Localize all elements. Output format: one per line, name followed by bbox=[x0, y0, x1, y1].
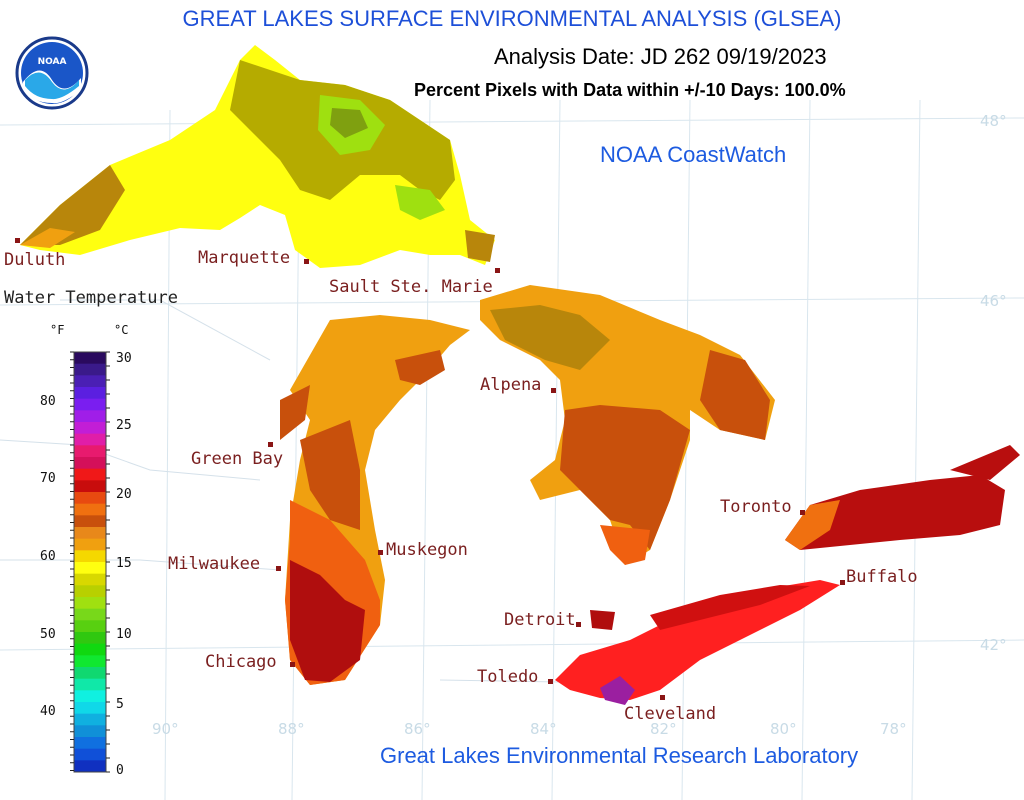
page-title: GREAT LAKES SURFACE ENVIRONMENTAL ANALYS… bbox=[182, 6, 842, 31]
graticule-labels: 48° 46° 42° 90° 88° 86° 84° 82° 80° 78° bbox=[152, 112, 1007, 738]
legend-swatch bbox=[74, 410, 106, 423]
lon-label-90: 90° bbox=[152, 720, 179, 738]
legend-swatch bbox=[74, 422, 106, 435]
legend-swatch bbox=[74, 480, 106, 493]
legend-swatch bbox=[74, 503, 106, 516]
c-tick-20: 20 bbox=[116, 487, 132, 502]
lake-huron bbox=[480, 285, 775, 565]
legend-swatch bbox=[74, 667, 106, 680]
lon-label-84: 84° bbox=[530, 720, 557, 738]
legend-swatch bbox=[74, 398, 106, 411]
lake-ontario bbox=[785, 445, 1020, 550]
city-markers: Duluth Marquette Sault Ste. Marie Green … bbox=[4, 238, 918, 724]
legend-swatch bbox=[74, 643, 106, 656]
logo-text: NOAA bbox=[38, 57, 67, 67]
legend-swatch bbox=[74, 363, 106, 376]
city-milwaukee: Milwaukee bbox=[168, 554, 260, 574]
legend-swatch bbox=[74, 457, 106, 470]
legend-swatch bbox=[74, 655, 106, 668]
legend-swatch bbox=[74, 748, 106, 761]
lat-label-42: 42° bbox=[980, 636, 1007, 654]
legend-swatch bbox=[74, 608, 106, 621]
lake-michigan bbox=[280, 315, 470, 685]
lat-label-48: 48° bbox=[980, 112, 1007, 130]
c-tick-30: 30 bbox=[116, 351, 132, 366]
legend-swatch bbox=[74, 585, 106, 598]
c-tick-15: 15 bbox=[116, 556, 132, 571]
c-tick-10: 10 bbox=[116, 627, 132, 642]
city-duluth: Duluth bbox=[4, 250, 65, 270]
f-tick-80: 80 bbox=[40, 394, 56, 409]
legend-swatch bbox=[74, 562, 106, 575]
noaa-logo: NOAA bbox=[15, 36, 89, 110]
color-legend: °F °C 80 70 60 50 40 30 25 20 15 10 5 0 bbox=[40, 323, 132, 778]
legend-swatch bbox=[74, 760, 106, 773]
legend-swatch bbox=[74, 550, 106, 563]
legend-swatch bbox=[74, 527, 106, 540]
lon-label-88: 88° bbox=[278, 720, 305, 738]
legend-swatch bbox=[74, 352, 106, 365]
legend-swatch bbox=[74, 737, 106, 750]
city-toledo: Toledo bbox=[477, 667, 538, 687]
city-green-bay: Green Bay bbox=[191, 449, 283, 469]
legend-swatch bbox=[74, 468, 106, 481]
city-sault-ste-marie: Sault Ste. Marie bbox=[329, 277, 493, 297]
lon-label-82: 82° bbox=[650, 720, 677, 738]
lake-erie bbox=[555, 580, 840, 705]
percent-pixels: Percent Pixels with Data within +/-10 Da… bbox=[414, 80, 846, 100]
city-detroit: Detroit bbox=[504, 610, 576, 630]
city-buffalo: Buffalo bbox=[846, 567, 918, 587]
legend-swatch bbox=[74, 678, 106, 691]
f-tick-50: 50 bbox=[40, 627, 56, 642]
legend-swatch bbox=[74, 632, 106, 645]
legend-swatch bbox=[74, 620, 106, 633]
lat-label-46: 46° bbox=[980, 292, 1007, 310]
city-marquette: Marquette bbox=[198, 248, 290, 268]
c-tick-0: 0 bbox=[116, 763, 124, 778]
legend-swatch bbox=[74, 725, 106, 738]
f-tick-70: 70 bbox=[40, 471, 56, 486]
legend-swatch bbox=[74, 713, 106, 726]
f-tick-60: 60 bbox=[40, 549, 56, 564]
state-borders bbox=[0, 299, 561, 683]
legend-swatch bbox=[74, 375, 106, 388]
c-tick-25: 25 bbox=[116, 418, 132, 433]
lake-superior bbox=[20, 45, 495, 268]
legend-swatch bbox=[74, 433, 106, 446]
analysis-date: Analysis Date: JD 262 09/19/2023 bbox=[494, 44, 827, 69]
legend-unit-f: °F bbox=[50, 323, 64, 337]
lon-label-80: 80° bbox=[770, 720, 797, 738]
legend-swatch bbox=[74, 515, 106, 528]
lon-label-86: 86° bbox=[404, 720, 431, 738]
legend-unit-c: °C bbox=[114, 323, 128, 337]
legend-swatch bbox=[74, 445, 106, 458]
f-tick-40: 40 bbox=[40, 704, 56, 719]
legend-swatch bbox=[74, 690, 106, 703]
credit-glerl: Great Lakes Environmental Research Labor… bbox=[380, 743, 859, 768]
legend-swatch bbox=[74, 573, 106, 586]
city-alpena: Alpena bbox=[480, 375, 541, 395]
legend-swatch bbox=[74, 538, 106, 551]
lon-label-78: 78° bbox=[880, 720, 907, 738]
credit-noaa-coastwatch: NOAA CoastWatch bbox=[600, 142, 787, 167]
city-chicago: Chicago bbox=[205, 652, 277, 672]
c-tick-5: 5 bbox=[116, 697, 124, 712]
legend-title: Water Temperature bbox=[4, 288, 178, 308]
legend-color-bar bbox=[74, 352, 106, 773]
legend-swatch bbox=[74, 597, 106, 610]
city-toronto: Toronto bbox=[720, 497, 792, 517]
city-cleveland: Cleveland bbox=[624, 704, 716, 724]
legend-swatch bbox=[74, 387, 106, 400]
legend-swatch bbox=[74, 492, 106, 505]
lake-st-clair bbox=[590, 610, 615, 630]
city-muskegon: Muskegon bbox=[386, 540, 468, 560]
legend-swatch bbox=[74, 702, 106, 715]
